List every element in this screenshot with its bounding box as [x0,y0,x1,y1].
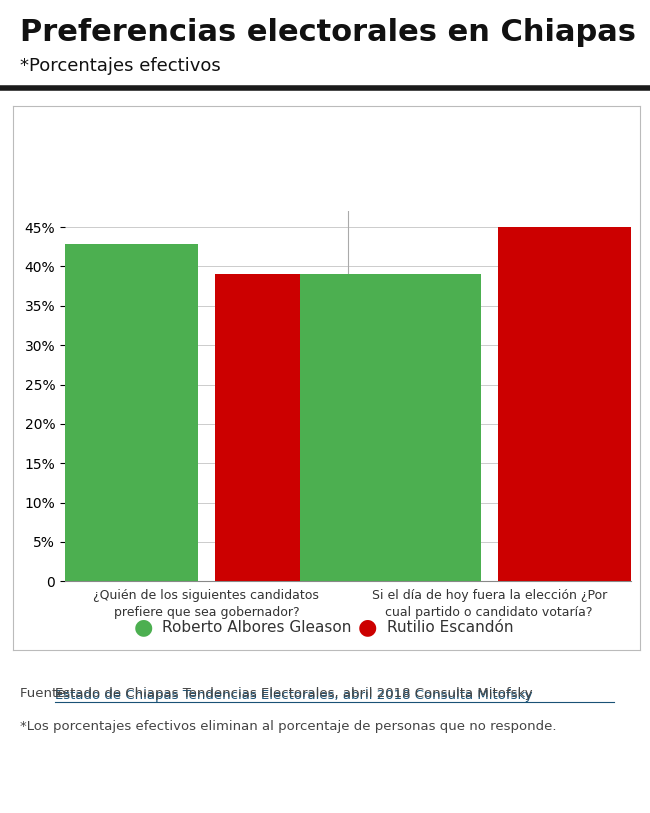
Text: ●: ● [133,618,153,637]
Text: Estado de Chiapas Tendencias Electorales, abril 2018 Consulta Mitofsky: Estado de Chiapas Tendencias Electorales… [55,689,533,702]
Text: ●: ● [358,618,377,637]
Text: *Los porcentajes efectivos eliminan al porcentaje de personas que no responde.: *Los porcentajes efectivos eliminan al p… [20,720,556,733]
Text: Roberto Albores Gleason: Roberto Albores Gleason [162,620,352,635]
Text: Si el día de hoy fuera la elección ¿Por
cual partido o candidato votaría?: Si el día de hoy fuera la elección ¿Por … [372,589,606,619]
Text: Fuente:: Fuente: [20,687,78,700]
Bar [17,245,198,581]
Text: Preferencias electorales en Chiapas: Preferencias electorales en Chiapas [20,18,636,47]
Text: *Porcentajes efectivos: *Porcentajes efectivos [20,57,220,75]
Text: Estado de Chiapas Tendencias Electorales, abril 2018 Consulta Mitofsky: Estado de Chiapas Tendencias Electorales… [55,687,533,700]
Bar [300,273,480,581]
Text: ¿Quién de los siguientes candidatos
prefiere que sea gobernador?: ¿Quién de los siguientes candidatos pref… [94,589,319,619]
Text: 42.8%: 42.8% [85,563,129,576]
Text: Rutilio Escandón: Rutilio Escandón [387,620,514,635]
Bar [215,274,396,581]
Text: 39%: 39% [290,563,320,576]
Text: 45%: 45% [573,563,603,576]
Bar [498,227,650,581]
Text: 39.1%: 39.1% [368,563,412,576]
